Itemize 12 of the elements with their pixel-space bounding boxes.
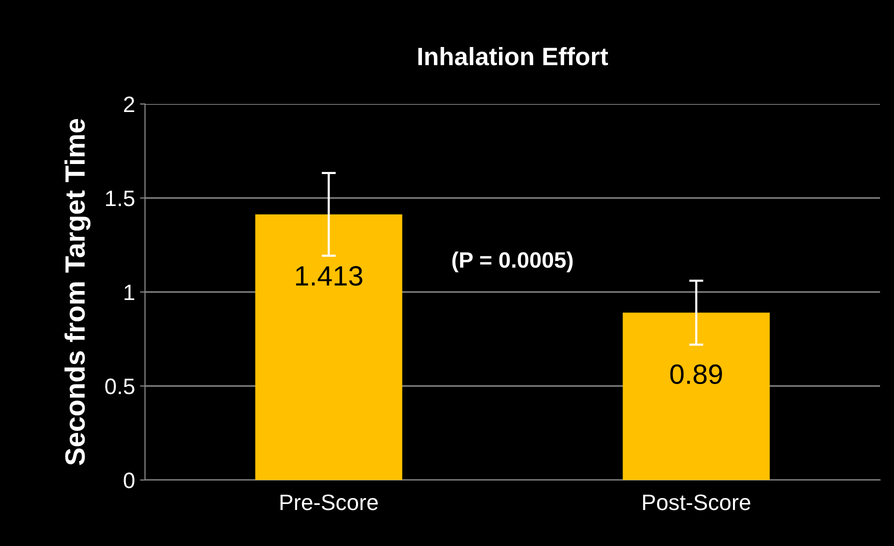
y-tick-label: 2 xyxy=(124,96,134,112)
x-tick-label: Pre-Score xyxy=(280,494,378,510)
y-axis-title: Seconds from Target Time xyxy=(64,119,90,466)
x-tick-label: Post-Score xyxy=(643,494,750,510)
data-label: 0.89 xyxy=(670,364,722,384)
y-tick-label: 1 xyxy=(124,284,134,300)
y-tick-label: 0 xyxy=(124,472,134,488)
annotation: (P = 0.0005) xyxy=(452,252,573,272)
data-label: 1.413 xyxy=(296,266,362,286)
chart-title: Inhalation Effort xyxy=(418,46,608,66)
y-tick-label: 1.5 xyxy=(106,190,134,206)
y-tick-label: 0.5 xyxy=(105,378,134,394)
